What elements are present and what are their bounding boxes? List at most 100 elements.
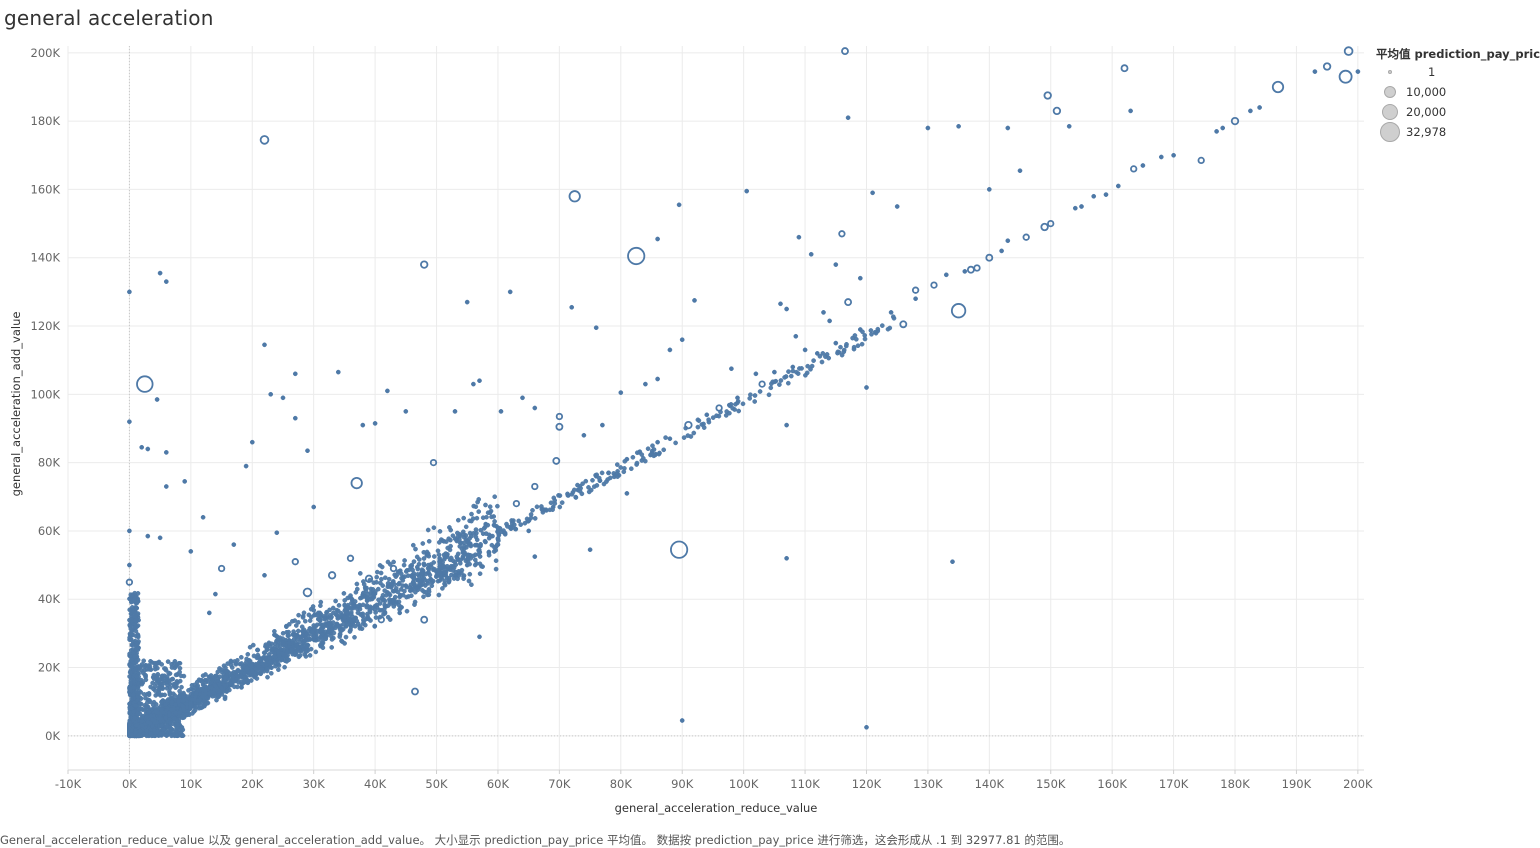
legend-item: 20,000 [1376, 102, 1538, 122]
scatter-point [302, 618, 308, 624]
scatter-point [777, 382, 782, 387]
scatter-point [457, 536, 462, 542]
scatter-point [203, 701, 208, 707]
scatter-point [579, 491, 585, 497]
scatter-point [302, 587, 313, 598]
scatter-point [134, 605, 139, 611]
scatter-point [139, 718, 145, 724]
scatter-point [250, 642, 256, 648]
scatter-point [473, 534, 479, 540]
scatter-point [420, 615, 429, 624]
scatter-point [374, 574, 380, 580]
scatter-point [372, 603, 378, 609]
scatter-point [1230, 116, 1240, 126]
scatter-point [382, 575, 388, 581]
y-tick-label: 40K [38, 592, 61, 606]
scatter-point [757, 389, 763, 394]
scatter-point [217, 564, 226, 573]
scatter-point [143, 677, 149, 683]
scatter-point [145, 446, 151, 452]
legend-label: 32,978 [1406, 125, 1447, 139]
scatter-point [416, 557, 422, 562]
scatter-point [214, 697, 219, 703]
scatter-point [266, 652, 272, 657]
scatter-point [330, 620, 336, 625]
scatter-point [308, 606, 314, 612]
scatter-point [158, 684, 164, 690]
scatter-point [385, 388, 390, 394]
scatter-point [233, 661, 239, 666]
scatter-point [283, 643, 288, 648]
scatter-point [128, 670, 133, 675]
scatter-point [377, 607, 382, 613]
scatter-point [134, 646, 139, 652]
legend-label: 1 [1428, 65, 1436, 79]
scatter-point [859, 341, 865, 347]
scatter-point [593, 325, 599, 331]
scatter-point [864, 385, 869, 390]
scatter-point [1214, 129, 1219, 134]
scatter-point [492, 494, 498, 500]
scatter-point [1120, 64, 1129, 73]
scatter-point [259, 135, 270, 145]
scatter-point [640, 455, 646, 461]
scatter-point [188, 549, 194, 554]
scatter-point [411, 687, 419, 696]
scatter-point [855, 343, 861, 349]
scatter-point [628, 466, 634, 472]
scatter-point [334, 613, 340, 618]
scatter-point [133, 659, 139, 665]
scatter-point [586, 489, 592, 495]
scatter-point [129, 605, 135, 610]
scatter-point [667, 436, 673, 442]
scatter-point [342, 617, 347, 623]
scatter-point [504, 521, 509, 527]
x-tick-label: 40K [364, 777, 387, 791]
scatter-point [618, 390, 624, 395]
scatter-point [437, 529, 443, 534]
scatter-point [461, 543, 467, 549]
scatter-point [624, 456, 630, 462]
scatter-point [409, 587, 415, 593]
scatter-point [335, 369, 341, 375]
scatter-point [495, 528, 501, 534]
scatter-point [385, 590, 390, 595]
scatter-point [758, 380, 766, 388]
scatter-point [135, 634, 141, 640]
scatter-point [450, 533, 456, 539]
scatter-point [930, 281, 938, 289]
scatter-point [879, 323, 885, 328]
scatter-point [833, 262, 839, 267]
scatter-point [131, 709, 136, 715]
scatter-point [844, 341, 849, 347]
scatter-point [495, 503, 500, 509]
scatter-point [282, 658, 288, 664]
scatter-point [450, 564, 456, 569]
scatter-point [406, 594, 411, 599]
scatter-point [409, 572, 415, 578]
scatter-point [636, 450, 642, 455]
scatter-point [296, 612, 301, 618]
scatter-point [145, 719, 151, 725]
scatter-point [286, 633, 291, 639]
scatter-point [811, 358, 816, 363]
scatter-point [730, 405, 735, 411]
scatter-point [136, 665, 142, 671]
scatter-point [327, 624, 333, 629]
scatter-point [565, 493, 571, 498]
scatter-point [1248, 108, 1253, 114]
scatter-point [169, 707, 175, 712]
scatter-point [1130, 165, 1138, 173]
y-tick-label: 180K [31, 114, 61, 128]
scatter-point [293, 623, 299, 628]
scatter-point [706, 417, 711, 423]
scatter-point [200, 694, 205, 699]
scatter-point [229, 665, 235, 670]
scatter-point [153, 708, 159, 714]
scatter-point [336, 623, 342, 629]
scatter-point [371, 591, 377, 597]
scatter-point [555, 422, 564, 431]
scatter-point [476, 497, 482, 502]
scatter-point [179, 703, 185, 709]
x-tick-label: 120K [852, 777, 882, 791]
